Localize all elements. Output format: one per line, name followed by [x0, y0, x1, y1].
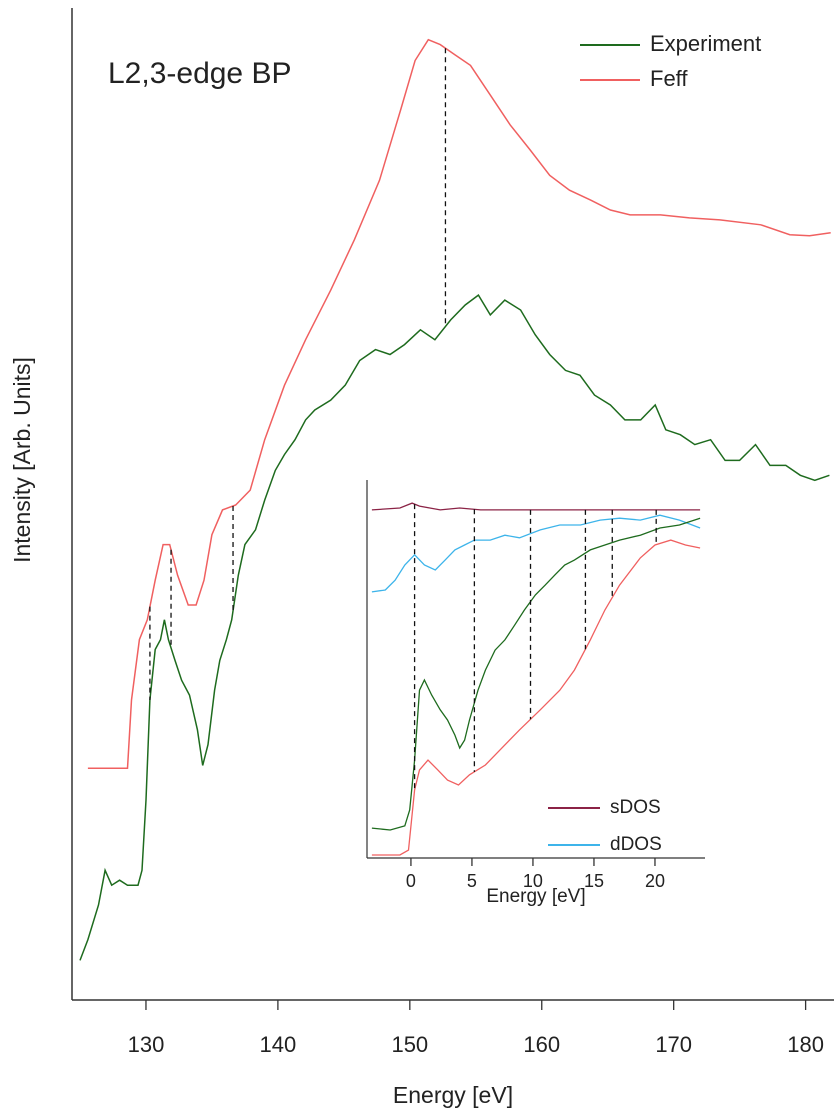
x-tick-label: 160: [523, 1032, 560, 1057]
series-line: [371, 514, 701, 593]
x-tick-label: 180: [787, 1032, 824, 1057]
x-tick-label: 5: [467, 871, 477, 891]
x-tick-label: 10: [523, 871, 543, 891]
y-axis-label: Intensity [Arb. Units]: [9, 357, 35, 563]
legend-label: dDOS: [610, 834, 662, 855]
inset-background: [367, 480, 705, 858]
x-tick-label: 140: [260, 1032, 297, 1057]
x-tick-label: 170: [655, 1032, 692, 1057]
x-tick-label: 15: [584, 871, 604, 891]
legend-label: Feff: [650, 66, 688, 91]
x-tick-label: 20: [645, 871, 665, 891]
x-axis-label: Energy [eV]: [393, 1082, 513, 1108]
legend-label: sDOS: [610, 797, 661, 818]
x-tick-label: 150: [391, 1032, 428, 1057]
x-tick-label: 0: [406, 871, 416, 891]
series-line: [87, 38, 831, 770]
series-line: [371, 517, 701, 831]
legend-label: Experiment: [650, 31, 761, 56]
series-line: [79, 294, 830, 961]
chart-title: L2,3-edge BP: [108, 57, 291, 90]
series-line: [371, 539, 701, 856]
inset-x-axis-label: Energy [eV]: [486, 886, 585, 907]
series-line: [371, 502, 701, 511]
x-tick-label: 130: [128, 1032, 165, 1057]
